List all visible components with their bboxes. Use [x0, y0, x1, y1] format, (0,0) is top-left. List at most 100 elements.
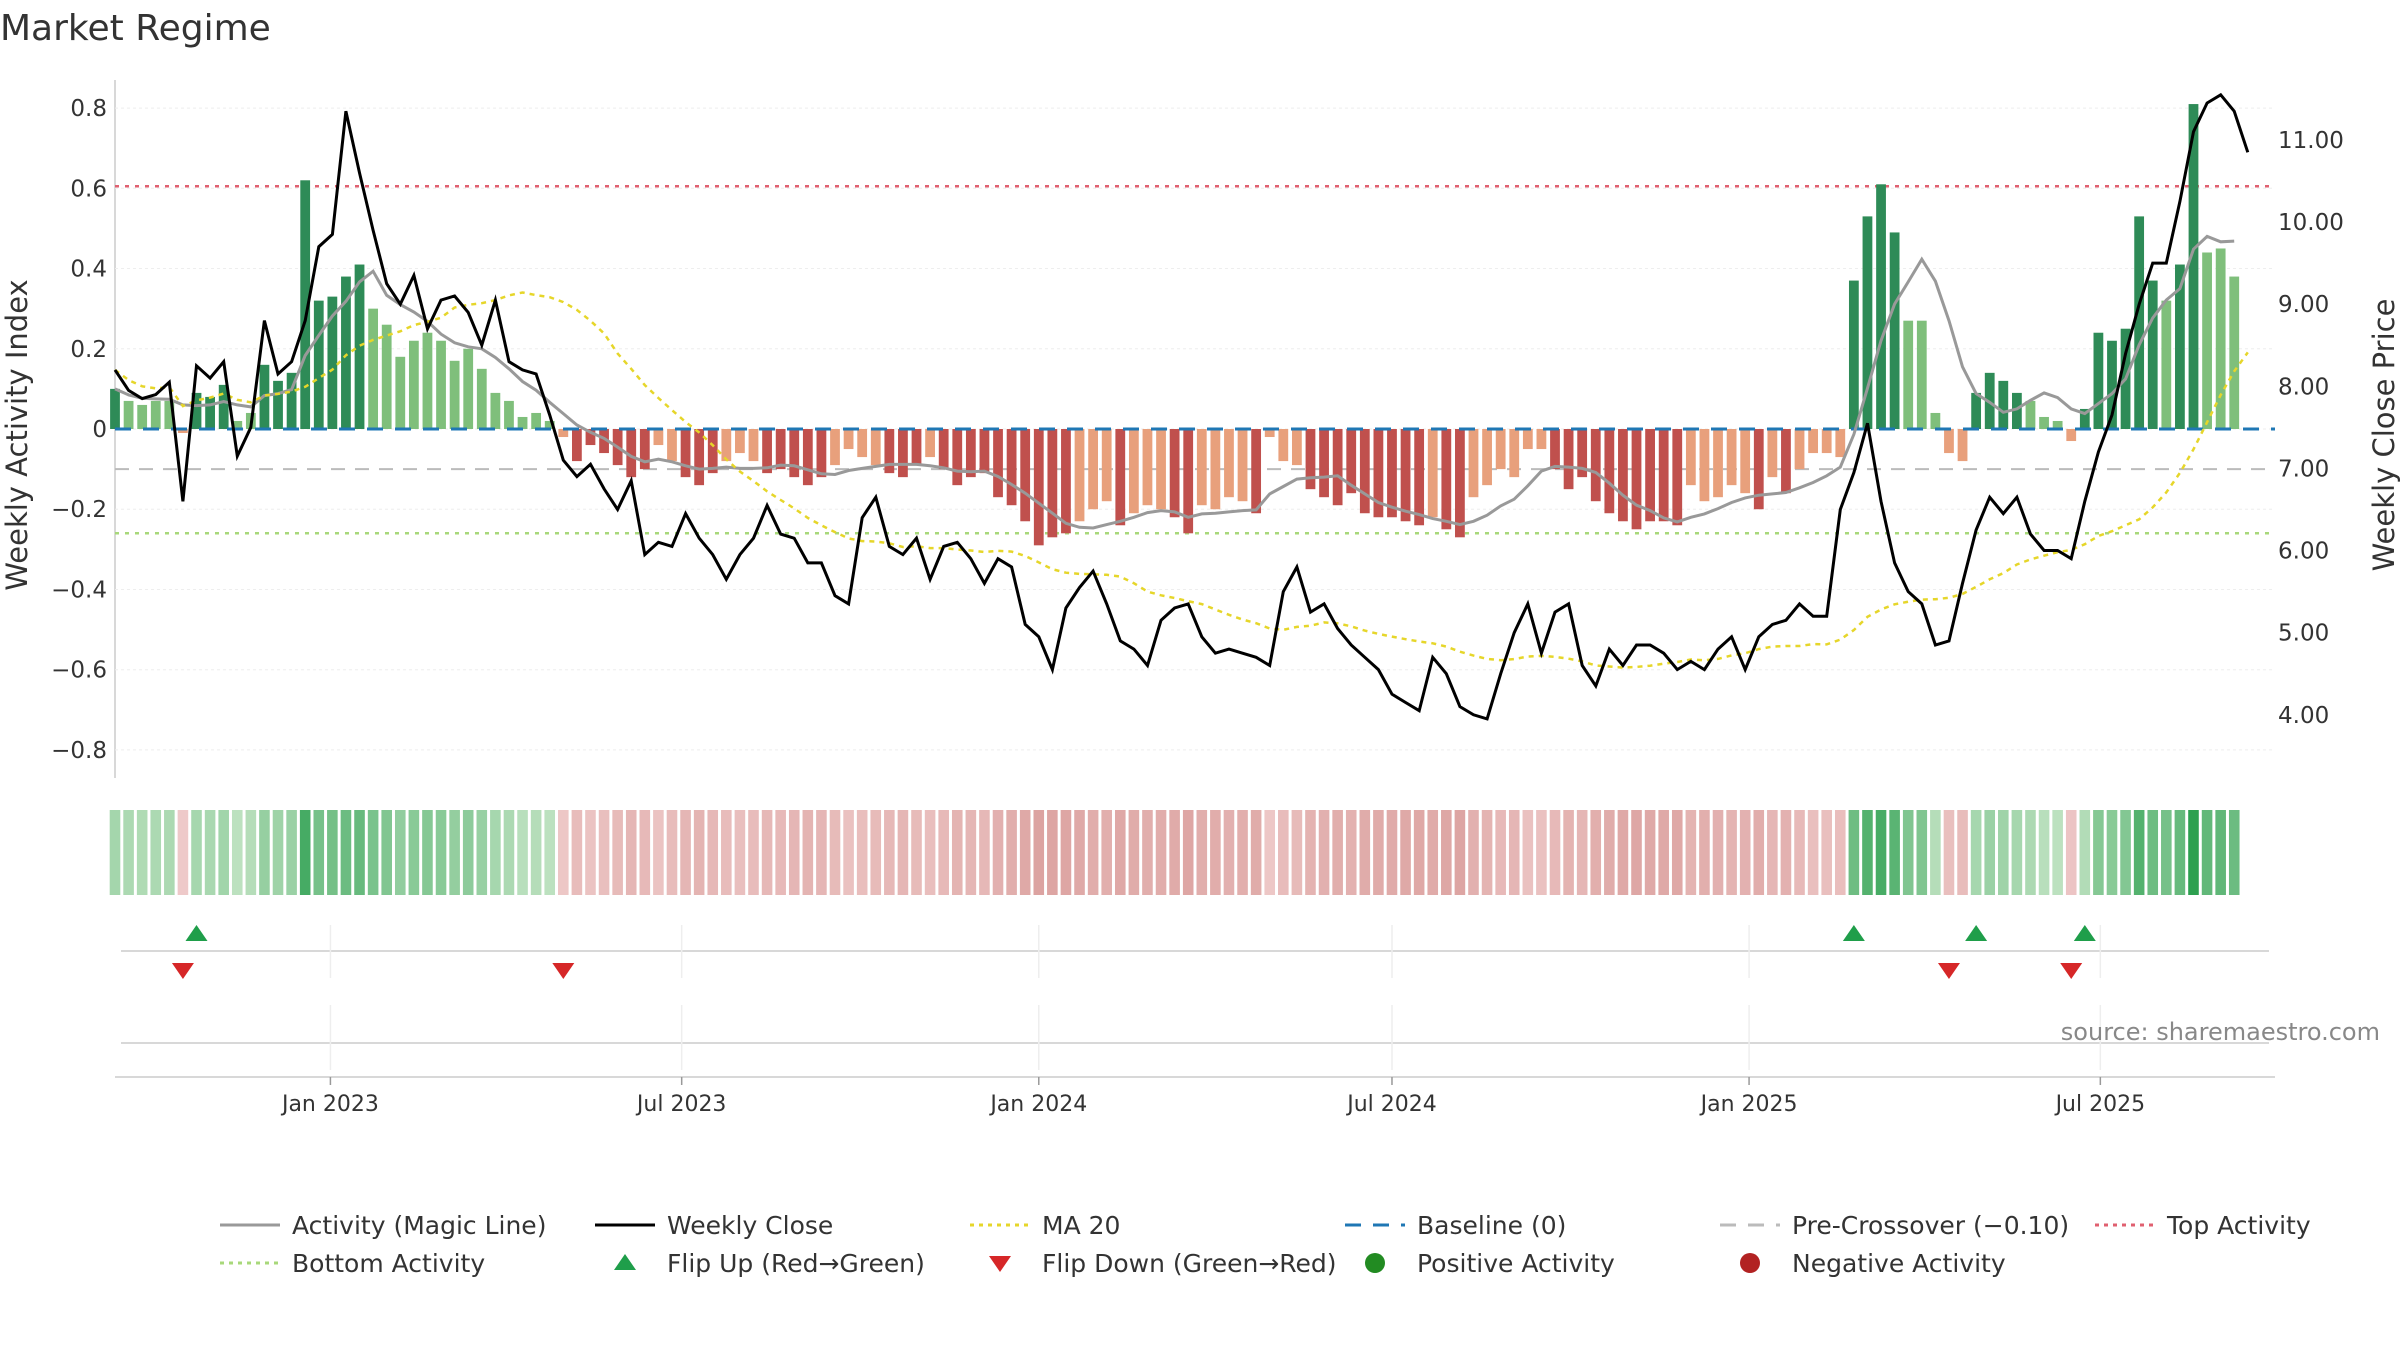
activity-bar — [1237, 429, 1248, 502]
heat-cell — [2174, 810, 2186, 895]
activity-bar — [1156, 429, 1166, 510]
heat-cell — [1536, 810, 1547, 895]
activity-bar — [1020, 429, 1031, 522]
right-tick-label: 5.00 — [2278, 621, 2329, 647]
heat-cell — [1155, 810, 1167, 895]
activity-bar — [639, 429, 650, 470]
legend-item: Flip Down (Green→Red) — [989, 1249, 1337, 1278]
activity-bar — [517, 416, 528, 429]
activity-bar — [368, 308, 379, 429]
activity-bar — [1522, 429, 1533, 450]
heat-cell — [639, 810, 651, 895]
activity-bar — [1400, 429, 1411, 522]
activity-bar — [789, 429, 800, 478]
heat-cell — [1373, 810, 1384, 895]
heat-cell — [1400, 810, 1411, 895]
activity-bar — [150, 400, 161, 429]
activity-bar — [925, 429, 935, 458]
activity-bar — [2202, 252, 2212, 429]
x-tick-label: Jul 2024 — [1345, 1092, 1437, 1117]
activity-bar — [313, 300, 324, 429]
activity-bar — [1128, 429, 1139, 514]
flip-up-marker — [185, 925, 208, 941]
heat-cell — [1699, 810, 1710, 895]
activity-bar — [273, 380, 283, 429]
legend-label: Bottom Activity — [292, 1249, 485, 1278]
legend-item: Activity (Magic Line) — [220, 1211, 546, 1240]
heat-cell — [2120, 810, 2131, 895]
legend-label: Baseline (0) — [1417, 1211, 1566, 1240]
heat-cell — [1753, 810, 1765, 895]
activity-bar — [2175, 264, 2185, 429]
activity-bar — [205, 396, 215, 429]
magic-line — [114, 234, 2235, 530]
heat-cell — [1196, 810, 1208, 895]
activity-bar — [965, 429, 976, 478]
activity-bar — [884, 429, 895, 474]
heat-cell — [2201, 810, 2213, 895]
activity-bar — [1387, 429, 1397, 518]
activity-bar — [898, 429, 908, 478]
activity-bar — [1455, 429, 1465, 538]
activity-bar — [571, 429, 582, 462]
heat-cell — [693, 810, 705, 895]
heat-cell — [938, 810, 949, 895]
heat-cell — [2161, 810, 2172, 895]
heat-cell — [1970, 810, 1982, 895]
heat-cell — [598, 810, 610, 895]
heat-cell — [585, 810, 596, 895]
activity-bar — [1115, 429, 1126, 526]
x-tick-label: Jul 2025 — [2054, 1092, 2146, 1117]
heat-cell — [1481, 810, 1493, 895]
heat-cell — [2079, 810, 2091, 895]
activity-bar — [993, 429, 1003, 498]
activity-bar — [721, 429, 732, 462]
heat-cell — [449, 810, 460, 895]
heat-cell — [612, 810, 623, 895]
activity-bar — [1061, 429, 1071, 534]
activity-bar — [1482, 429, 1492, 486]
activity-bar — [2215, 248, 2226, 429]
activity-bar — [830, 429, 840, 466]
heat-cell — [1604, 810, 1615, 895]
legend-item: Pre-Crossover (−0.10) — [1720, 1211, 2069, 1240]
heat-cell — [1984, 810, 1996, 895]
activity-bar — [1373, 429, 1384, 518]
activity-bar — [1536, 429, 1547, 450]
heat-cell — [1726, 810, 1737, 895]
activity-bar — [857, 429, 868, 458]
activity-bar — [762, 429, 772, 474]
activity-bar — [1224, 429, 1234, 498]
heat-cell — [1957, 810, 1968, 895]
positive-dot-icon — [1365, 1253, 1385, 1273]
activity-bar — [694, 429, 705, 486]
flip-up-marker — [1965, 925, 1988, 941]
activity-bar — [707, 429, 718, 474]
left-axis-title: Weekly Activity Index — [0, 279, 34, 590]
heat-cell — [1318, 810, 1330, 895]
heat-cell — [408, 810, 420, 895]
heat-cell — [1916, 810, 1928, 895]
legend-label: Pre-Crossover (−0.10) — [1792, 1211, 2069, 1240]
activity-bar — [626, 429, 637, 478]
heat-cell — [1060, 810, 1072, 895]
flip-down-marker — [552, 963, 575, 979]
activity-bar — [1726, 429, 1737, 486]
right-tick-label: 6.00 — [2278, 539, 2329, 565]
heat-cell — [571, 810, 583, 895]
heat-cell — [1998, 810, 2009, 895]
heat-cell — [625, 810, 637, 895]
heat-cell — [435, 810, 447, 895]
heat-cell — [1074, 810, 1085, 895]
activity-bar — [1278, 429, 1289, 462]
legend-item: Flip Up (Red→Green) — [614, 1249, 925, 1278]
heat-cell — [721, 810, 732, 895]
heat-cell — [1590, 810, 1602, 895]
right-tick-label: 11.00 — [2278, 128, 2344, 154]
activity-bar — [449, 360, 460, 429]
right-tick-label: 8.00 — [2278, 374, 2329, 400]
heat-cell — [544, 810, 556, 895]
activity-bar — [1916, 320, 1927, 429]
activity-bar — [2011, 392, 2022, 429]
activity-bar — [1346, 429, 1357, 494]
